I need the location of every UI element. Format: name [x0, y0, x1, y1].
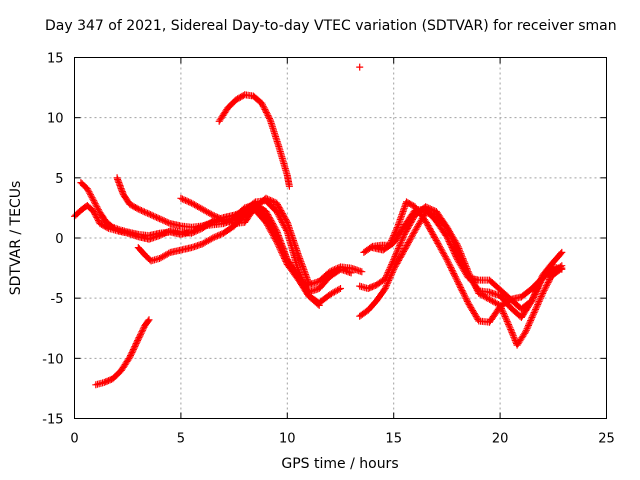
y-tick-label: 15 [47, 52, 64, 67]
series-markers [215, 91, 293, 190]
series-markers [113, 174, 344, 307]
y-tick-label: -15 [42, 413, 63, 428]
series-markers [71, 202, 366, 289]
x-tick-label: 0 [70, 432, 78, 447]
plot-frame [74, 57, 607, 419]
series-s11 [356, 209, 566, 349]
data-points [71, 63, 566, 389]
series-s1 [71, 202, 366, 289]
x-tick-label: 25 [598, 432, 615, 447]
series-s6 [215, 91, 293, 190]
y-tick-label: -10 [42, 352, 63, 367]
y-tick-label: 5 [55, 172, 63, 187]
series-outlier [356, 63, 364, 71]
chart-title: Day 347 of 2021, Sidereal Day-to-day VTE… [45, 18, 617, 34]
x-tick-label: 5 [177, 432, 185, 447]
series-s5 [177, 194, 313, 286]
grid [74, 57, 607, 419]
x-tick-label: 15 [385, 432, 402, 447]
series-markers [177, 194, 313, 286]
series-markers [92, 316, 153, 389]
series-s7 [92, 316, 153, 389]
x-tick-label: 10 [279, 432, 296, 447]
y-tick-label: 0 [55, 232, 63, 247]
series-markers [356, 63, 364, 71]
x-tick-label: 20 [492, 432, 509, 447]
x-axis-label: GPS time / hours [281, 456, 399, 472]
series-markers [356, 209, 566, 349]
tick-labels: 0 5 10 15 20 25 -15 -10 -5 0 5 10 15 [42, 52, 615, 447]
series-s3 [113, 174, 344, 307]
y-tick-label: -5 [51, 292, 64, 307]
y-tick-label: 10 [47, 112, 64, 127]
